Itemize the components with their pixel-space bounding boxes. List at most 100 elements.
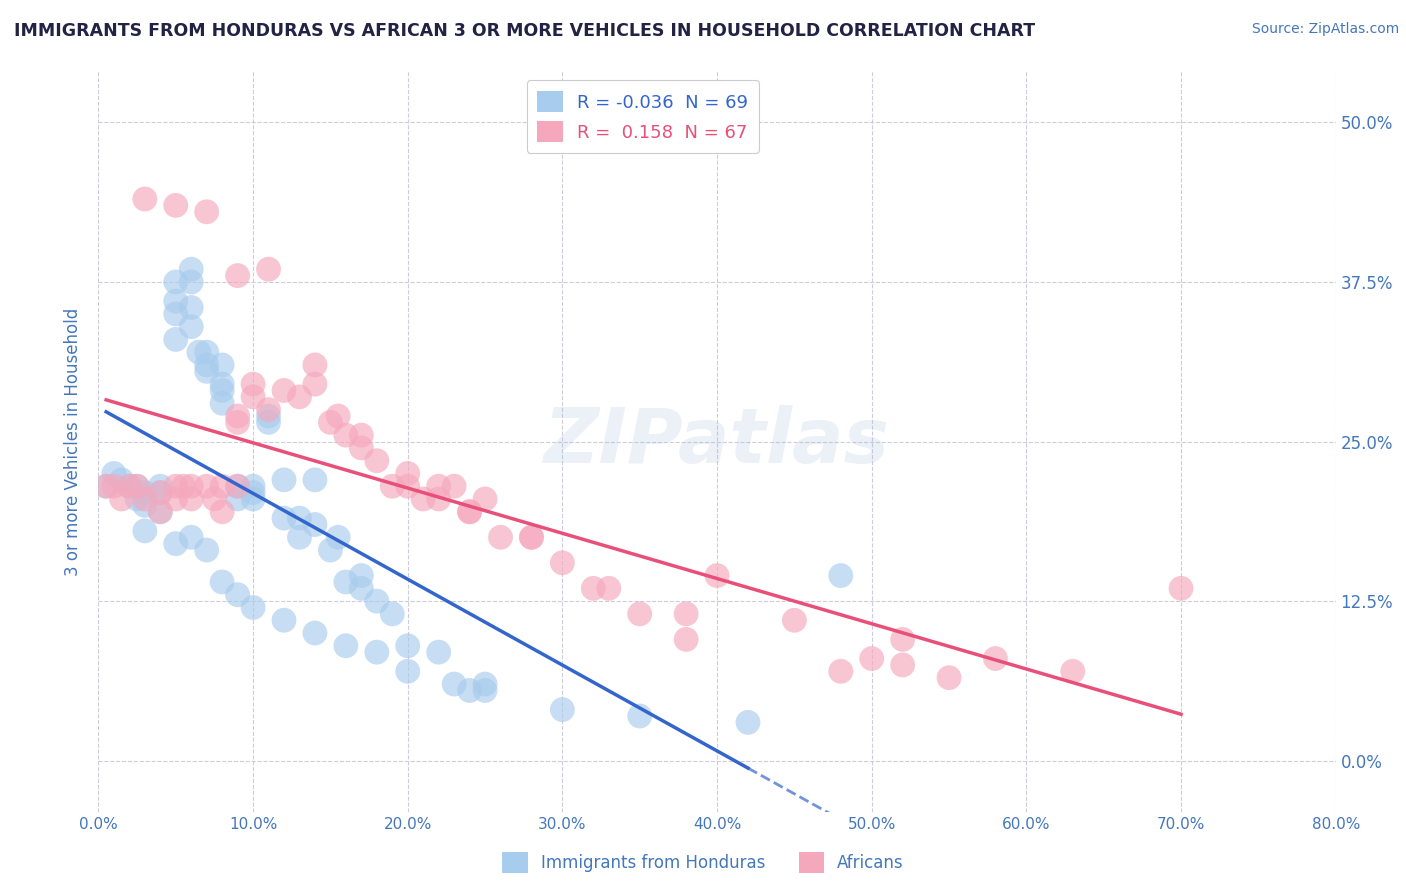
Point	[891, 657, 914, 672]
Point	[195, 358, 218, 372]
Point	[226, 479, 249, 493]
Text: IMMIGRANTS FROM HONDURAS VS AFRICAN 3 OR MORE VEHICLES IN HOUSEHOLD CORRELATION : IMMIGRANTS FROM HONDURAS VS AFRICAN 3 OR…	[14, 22, 1035, 40]
Point	[149, 485, 172, 500]
Point	[242, 479, 264, 493]
Point	[149, 505, 172, 519]
Point	[273, 384, 295, 398]
Text: Source: ZipAtlas.com: Source: ZipAtlas.com	[1251, 22, 1399, 37]
Point	[474, 491, 496, 506]
Point	[628, 607, 651, 621]
Point	[195, 204, 218, 219]
Point	[149, 485, 172, 500]
Point	[830, 568, 852, 582]
Point	[350, 582, 373, 596]
Point	[111, 473, 132, 487]
Point	[257, 416, 280, 430]
Point	[396, 467, 419, 481]
Point	[149, 479, 172, 493]
Point	[127, 479, 149, 493]
Point	[118, 479, 141, 493]
Point	[326, 530, 350, 544]
Point	[350, 428, 373, 442]
Point	[474, 677, 496, 691]
Point	[111, 491, 132, 506]
Point	[226, 268, 249, 283]
Point	[134, 491, 156, 506]
Point	[103, 479, 125, 493]
Point	[551, 556, 574, 570]
Point	[165, 307, 187, 321]
Point	[195, 479, 218, 493]
Point	[443, 677, 465, 691]
Legend: R = -0.036  N = 69, R =  0.158  N = 67: R = -0.036 N = 69, R = 0.158 N = 67	[527, 80, 759, 153]
Point	[211, 384, 233, 398]
Point	[427, 491, 450, 506]
Point	[180, 491, 202, 506]
Point	[165, 536, 187, 550]
Point	[675, 632, 697, 647]
Point	[830, 665, 852, 679]
Point	[134, 524, 156, 538]
Point	[134, 192, 156, 206]
Point	[675, 607, 697, 621]
Point	[551, 703, 574, 717]
Point	[195, 345, 218, 359]
Point	[134, 485, 156, 500]
Point	[180, 262, 202, 277]
Point	[165, 333, 187, 347]
Point	[180, 530, 202, 544]
Point	[257, 409, 280, 423]
Point	[211, 377, 233, 392]
Point	[273, 613, 295, 627]
Point	[103, 467, 125, 481]
Point	[489, 530, 512, 544]
Point	[326, 409, 350, 423]
Point	[211, 396, 233, 410]
Point	[304, 473, 326, 487]
Point	[1170, 582, 1192, 596]
Point	[165, 491, 187, 506]
Point	[288, 390, 311, 404]
Point	[474, 683, 496, 698]
Point	[211, 574, 233, 589]
Point	[180, 301, 202, 315]
Point	[706, 568, 728, 582]
Point	[226, 479, 249, 493]
Legend: Immigrants from Honduras, Africans: Immigrants from Honduras, Africans	[496, 846, 910, 880]
Point	[165, 479, 187, 493]
Point	[458, 683, 481, 698]
Point	[520, 530, 543, 544]
Point	[304, 377, 326, 392]
Point	[938, 671, 960, 685]
Point	[984, 651, 1007, 665]
Point	[319, 543, 342, 558]
Point	[165, 294, 187, 309]
Point	[127, 491, 149, 506]
Point	[1062, 665, 1084, 679]
Point	[226, 588, 249, 602]
Point	[172, 479, 194, 493]
Point	[335, 574, 357, 589]
Point	[226, 416, 249, 430]
Point	[458, 505, 481, 519]
Point	[396, 639, 419, 653]
Point	[335, 428, 357, 442]
Point	[195, 364, 218, 378]
Point	[288, 511, 311, 525]
Point	[226, 409, 249, 423]
Point	[180, 319, 202, 334]
Point	[350, 568, 373, 582]
Point	[598, 582, 620, 596]
Point	[304, 517, 326, 532]
Point	[257, 402, 280, 417]
Point	[783, 613, 806, 627]
Point	[242, 485, 264, 500]
Point	[520, 530, 543, 544]
Point	[396, 479, 419, 493]
Point	[242, 491, 264, 506]
Point	[118, 479, 141, 493]
Point	[366, 453, 388, 467]
Point	[96, 479, 118, 493]
Point	[427, 479, 450, 493]
Point	[96, 479, 118, 493]
